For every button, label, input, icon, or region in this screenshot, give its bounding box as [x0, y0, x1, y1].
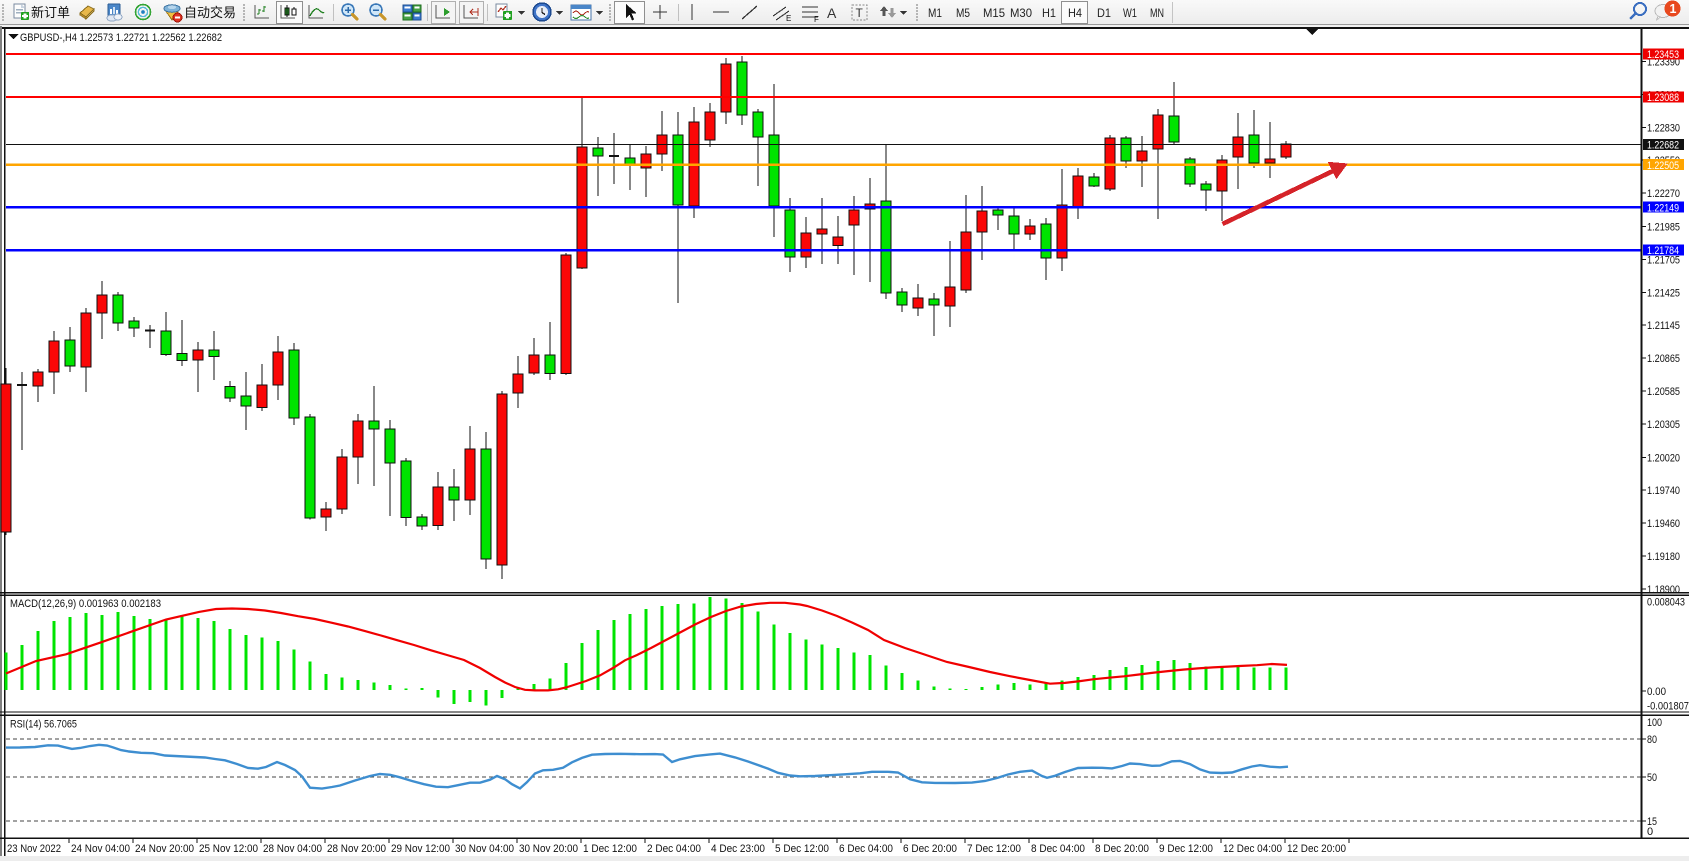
svg-text:0.00: 0.00: [1647, 686, 1666, 698]
svg-text:15: 15: [1647, 816, 1657, 828]
svg-text:1.22149: 1.22149: [1647, 202, 1679, 214]
svg-text:M30: M30: [1010, 6, 1032, 20]
svg-text:0.008043: 0.008043: [1647, 596, 1685, 608]
svg-text:5 Dec 12:00: 5 Dec 12:00: [775, 843, 829, 855]
svg-text:29 Nov 12:00: 29 Nov 12:00: [391, 843, 450, 855]
svg-text:MN: MN: [1150, 6, 1164, 20]
svg-text:28 Nov 20:00: 28 Nov 20:00: [327, 843, 386, 855]
svg-text:-0.001807: -0.001807: [1647, 701, 1689, 713]
svg-text:0: 0: [1647, 826, 1653, 838]
svg-text:1 Dec 12:00: 1 Dec 12:00: [583, 843, 637, 855]
svg-text:1.22505: 1.22505: [1647, 160, 1679, 172]
svg-text:1.20865: 1.20865: [1647, 353, 1680, 365]
svg-text:新订单: 新订单: [31, 5, 70, 20]
svg-text:M15: M15: [983, 6, 1005, 20]
svg-text:1.23453: 1.23453: [1647, 49, 1679, 61]
svg-text:H4: H4: [1068, 6, 1082, 20]
svg-text:2 Dec 04:00: 2 Dec 04:00: [647, 843, 701, 855]
svg-text:9 Dec 12:00: 9 Dec 12:00: [1159, 843, 1213, 855]
svg-text:1.21425: 1.21425: [1647, 287, 1680, 299]
svg-text:1.21705: 1.21705: [1647, 254, 1680, 266]
svg-text:1.20305: 1.20305: [1647, 419, 1680, 431]
svg-text:1.22830: 1.22830: [1647, 122, 1680, 134]
svg-text:4 Dec 23:00: 4 Dec 23:00: [711, 843, 765, 855]
svg-text:E: E: [786, 14, 791, 23]
svg-text:1.18900: 1.18900: [1647, 584, 1680, 596]
svg-text:D1: D1: [1097, 6, 1111, 20]
svg-text:6 Dec 20:00: 6 Dec 20:00: [903, 843, 957, 855]
svg-text:1.21784: 1.21784: [1647, 245, 1679, 257]
svg-text:1.19740: 1.19740: [1647, 485, 1680, 497]
svg-text:24 Nov 20:00: 24 Nov 20:00: [135, 843, 194, 855]
svg-text:1: 1: [1670, 2, 1677, 16]
svg-text:T: T: [856, 6, 864, 20]
svg-text:1.23088: 1.23088: [1647, 92, 1679, 104]
svg-text:25 Nov 12:00: 25 Nov 12:00: [199, 843, 258, 855]
svg-text:A: A: [827, 5, 837, 21]
svg-text:1.19460: 1.19460: [1647, 518, 1680, 530]
svg-text:30 Nov 20:00: 30 Nov 20:00: [519, 843, 578, 855]
svg-text:F: F: [814, 15, 819, 24]
svg-text:W1: W1: [1123, 6, 1137, 20]
svg-text:1.20585: 1.20585: [1647, 386, 1680, 398]
svg-text:7 Dec 12:00: 7 Dec 12:00: [967, 843, 1021, 855]
svg-text:1.20020: 1.20020: [1647, 452, 1680, 464]
svg-text:1.21985: 1.21985: [1647, 222, 1680, 234]
svg-text:H1: H1: [1042, 6, 1056, 20]
svg-text:12 Dec 04:00: 12 Dec 04:00: [1223, 843, 1282, 855]
svg-text:M1: M1: [928, 6, 942, 20]
svg-text:30 Nov 04:00: 30 Nov 04:00: [455, 843, 514, 855]
svg-text:8 Dec 20:00: 8 Dec 20:00: [1095, 843, 1149, 855]
svg-text:M5: M5: [956, 6, 970, 20]
svg-text:50: 50: [1647, 772, 1657, 784]
svg-text:MACD(12,26,9) 0.001963 0.00218: MACD(12,26,9) 0.001963 0.002183: [10, 598, 161, 610]
svg-text:1.22270: 1.22270: [1647, 188, 1680, 200]
svg-text:6 Dec 04:00: 6 Dec 04:00: [839, 843, 893, 855]
svg-text:RSI(14) 56.7065: RSI(14) 56.7065: [10, 719, 77, 731]
svg-text:1.19180: 1.19180: [1647, 551, 1680, 563]
svg-text:1.21145: 1.21145: [1647, 320, 1680, 332]
svg-text:28 Nov 04:00: 28 Nov 04:00: [263, 843, 322, 855]
svg-text:1.22682: 1.22682: [1647, 140, 1679, 152]
svg-text:8 Dec 04:00: 8 Dec 04:00: [1031, 843, 1085, 855]
svg-text:23 Nov 2022: 23 Nov 2022: [7, 843, 61, 855]
svg-text:100: 100: [1647, 717, 1662, 729]
svg-text:24 Nov 04:00: 24 Nov 04:00: [71, 843, 130, 855]
svg-text:GBPUSD-,H4 1.22573 1.22721 1.: GBPUSD-,H4 1.22573 1.22721 1.22562 1.226…: [20, 32, 222, 44]
svg-text:自动交易: 自动交易: [184, 5, 236, 20]
svg-text:12 Dec 20:00: 12 Dec 20:00: [1287, 843, 1346, 855]
svg-text:80: 80: [1647, 734, 1657, 746]
